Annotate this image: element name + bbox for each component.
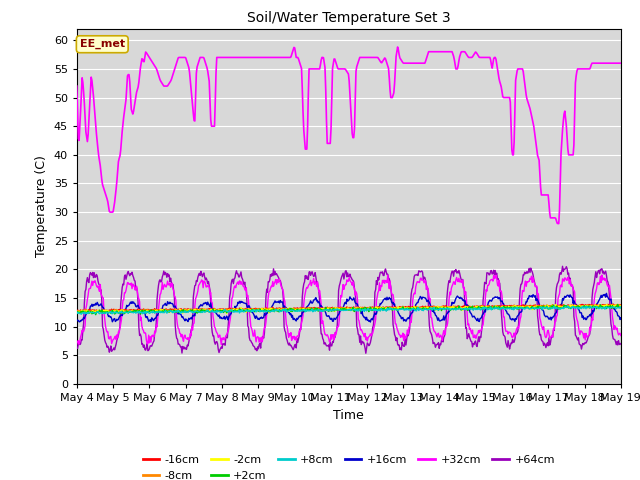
Text: EE_met: EE_met [80,39,125,49]
Legend: -16cm, -8cm, -2cm, +2cm, +8cm, +16cm, +32cm, +64cm: -16cm, -8cm, -2cm, +2cm, +8cm, +16cm, +3… [138,451,559,480]
Y-axis label: Temperature (C): Temperature (C) [35,156,48,257]
Title: Soil/Water Temperature Set 3: Soil/Water Temperature Set 3 [247,11,451,25]
X-axis label: Time: Time [333,408,364,421]
